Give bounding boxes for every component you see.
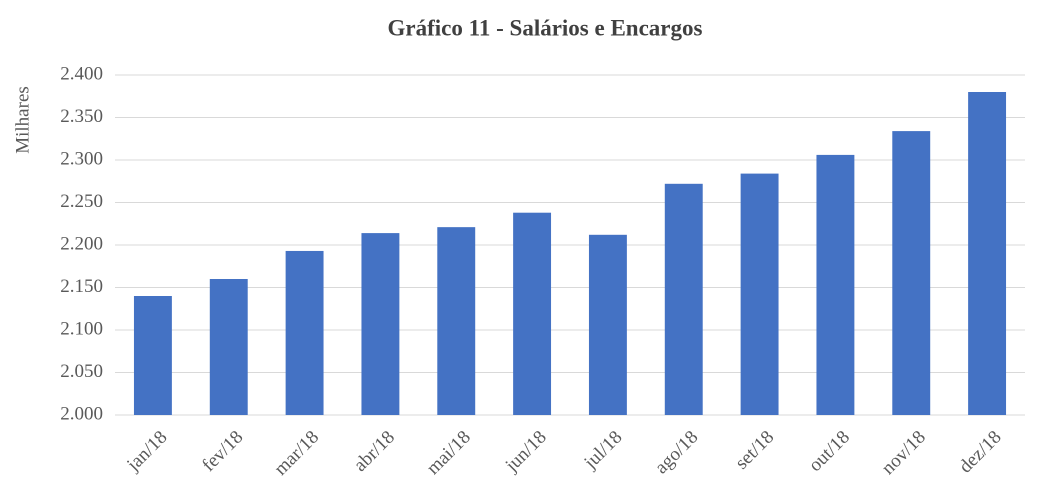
y-tick-label: 2.350 (60, 106, 103, 127)
y-tick-label: 2.000 (60, 403, 103, 424)
x-tick-label: dez/18 (955, 427, 1006, 478)
y-tick-label: 2.200 (60, 233, 103, 254)
y-tick-label: 2.050 (60, 361, 103, 382)
bar (361, 233, 400, 415)
x-tick-label: fev/18 (198, 427, 247, 476)
x-tick-label: out/18 (805, 427, 854, 476)
x-tick-label: jul/18 (580, 427, 627, 474)
bar (513, 212, 552, 415)
x-tick-label: abr/18 (350, 427, 399, 476)
y-tick-label: 2.250 (60, 191, 103, 212)
x-tick-label: set/18 (731, 427, 778, 474)
bar (892, 131, 931, 415)
bar (133, 296, 172, 415)
x-tick-label: nov/18 (878, 427, 930, 479)
x-tick-label: ago/18 (651, 427, 702, 478)
y-axis-label: Milhares (12, 86, 33, 154)
bar (209, 279, 248, 415)
bar (968, 92, 1007, 415)
bar (437, 227, 476, 415)
bar (816, 154, 855, 415)
y-tick-label: 2.400 (60, 63, 103, 84)
y-tick-label: 2.100 (60, 318, 103, 339)
x-tick-label: jun/18 (501, 427, 551, 477)
y-tick-label: 2.300 (60, 148, 103, 169)
x-tick-label: jan/18 (122, 427, 171, 476)
x-tick-label: mar/18 (270, 427, 323, 480)
bar (588, 234, 627, 415)
bar (285, 250, 324, 415)
x-tick-label: mai/18 (423, 427, 475, 479)
chart-title: Gráfico 11 - Salários e Encargos (388, 15, 703, 40)
y-tick-label: 2.150 (60, 276, 103, 297)
bar (740, 173, 779, 415)
bar (664, 183, 703, 415)
